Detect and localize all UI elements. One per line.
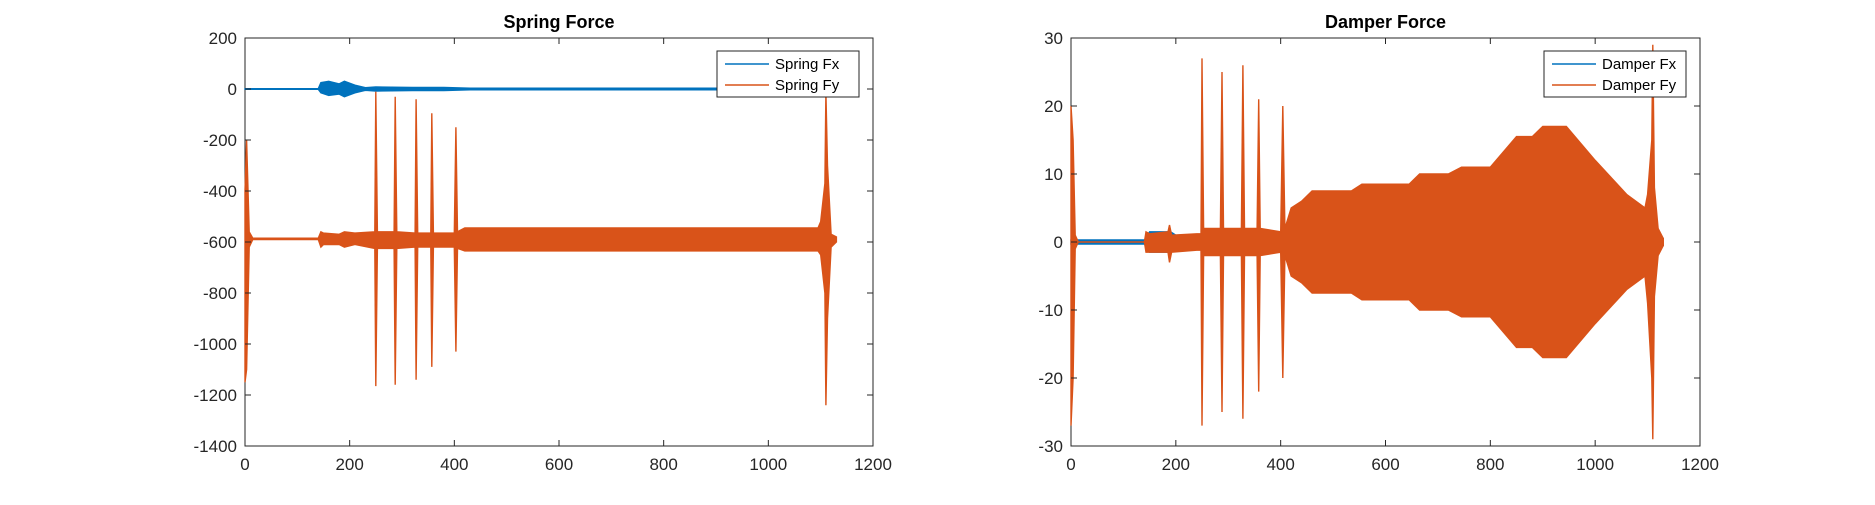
y-tick-label: -400	[203, 182, 237, 201]
x-tick-label: 600	[545, 455, 573, 474]
y-tick-label: -30	[1038, 437, 1063, 456]
x-tick-label: 1000	[1576, 455, 1614, 474]
chart-title: Damper Force	[1325, 12, 1446, 32]
y-tick-label: 10	[1044, 165, 1063, 184]
y-tick-label: 0	[228, 80, 237, 99]
legend-entry: Damper Fy	[1602, 77, 1677, 94]
y-tick-label: -1200	[194, 386, 237, 405]
y-tick-label: 20	[1044, 97, 1063, 116]
x-tick-label: 800	[649, 455, 677, 474]
x-tick-label: 1200	[1681, 455, 1719, 474]
legend: Spring Fx Spring Fy	[716, 50, 860, 98]
legend-entry: Spring Fy	[775, 77, 840, 94]
x-tick-label: 200	[1162, 455, 1190, 474]
legend-box	[1543, 50, 1687, 98]
y-tick-label: -20	[1038, 369, 1063, 388]
y-tick-label: -1400	[194, 437, 237, 456]
x-tick-label: 0	[1066, 455, 1075, 474]
legend-entry: Damper Fx	[1602, 56, 1677, 73]
y-tick-label: -10	[1038, 301, 1063, 320]
y-tick-label: 0	[1054, 233, 1063, 252]
y-tick-label: 200	[209, 29, 237, 48]
y-tick-label: -200	[203, 131, 237, 150]
y-tick-label: -600	[203, 233, 237, 252]
y-tick-label: 30	[1044, 29, 1063, 48]
series-spring-fy	[244, 91, 838, 406]
damper-force-axes: 0 200 400 600 800 1000 1200 30 20 10 0 -10 -20 -30 Dam…	[1038, 12, 1718, 474]
y-tick-label: -800	[203, 284, 237, 303]
x-tick-label: 600	[1371, 455, 1399, 474]
x-tick-label: 400	[1266, 455, 1294, 474]
x-tick-label: 1200	[854, 455, 892, 474]
legend-entry: Spring Fx	[775, 56, 840, 73]
x-tick-label: 0	[240, 455, 249, 474]
x-tick-label: 800	[1476, 455, 1504, 474]
series-damper-fy	[1070, 44, 1664, 440]
legend: Damper Fx Damper Fy	[1543, 50, 1687, 98]
x-tick-label: 400	[440, 455, 468, 474]
chart-title: Spring Force	[503, 12, 614, 32]
x-tick-label: 200	[335, 455, 363, 474]
legend-box	[716, 50, 860, 98]
spring-force-axes: 0 200 400 600 800 1000 1200 200 0 -200 -400 -600 -80…	[194, 12, 892, 474]
x-tick-label: 1000	[749, 455, 787, 474]
y-tick-label: -1000	[194, 335, 237, 354]
